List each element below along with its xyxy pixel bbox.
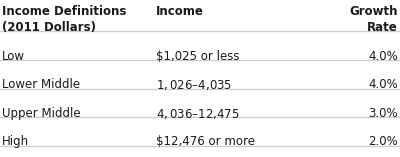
Text: Lower Middle: Lower Middle xyxy=(2,78,80,92)
Text: $1,025 or less: $1,025 or less xyxy=(156,50,240,63)
Text: Income: Income xyxy=(156,5,204,18)
Text: Growth
Rate: Growth Rate xyxy=(350,5,398,34)
Text: Income Definitions
(2011 Dollars): Income Definitions (2011 Dollars) xyxy=(2,5,126,34)
Text: High: High xyxy=(2,135,29,148)
Text: $12,476 or more: $12,476 or more xyxy=(156,135,255,148)
Text: $1,026–$4,035: $1,026–$4,035 xyxy=(156,78,232,92)
Text: Low: Low xyxy=(2,50,25,63)
Text: Upper Middle: Upper Middle xyxy=(2,107,81,120)
Text: $4,036–$12,475: $4,036–$12,475 xyxy=(156,107,240,121)
Text: 4.0%: 4.0% xyxy=(368,78,398,92)
Text: 3.0%: 3.0% xyxy=(368,107,398,120)
Text: 4.0%: 4.0% xyxy=(368,50,398,63)
Text: 2.0%: 2.0% xyxy=(368,135,398,148)
